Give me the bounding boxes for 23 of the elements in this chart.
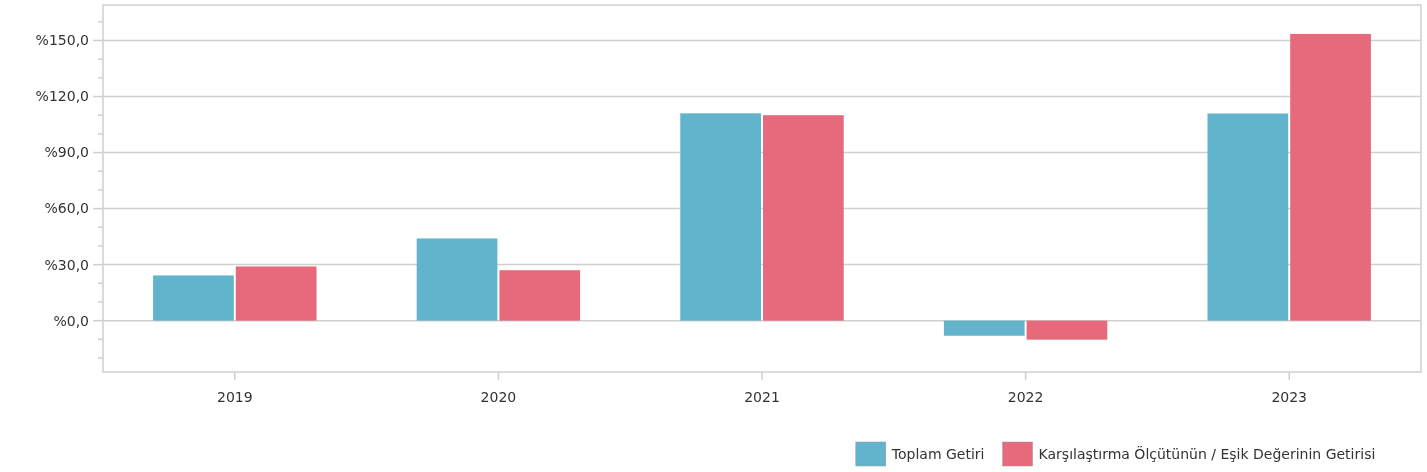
legend-label: Karşılaştırma Ölçütünün / Eşik Değerinin Getirisi [1038,444,1376,462]
bar [153,275,234,321]
bar [680,113,761,321]
legend-label: Toplam Getiri [890,445,985,462]
y-tick-label: %90,0 [44,144,89,161]
y-tick-label: %150,0 [35,32,89,49]
y-tick-label: %60,0 [44,200,89,217]
x-tick-label: 2019 [216,389,253,405]
bar [1290,33,1371,321]
y-tick-label: %30,0 [44,256,89,273]
x-tick-label: 2022 [1007,389,1044,405]
bar [235,266,317,321]
x-tick-label: 2021 [744,389,780,405]
bar [1207,113,1289,321]
x-tick-label: 2023 [1271,389,1308,405]
x-tick-label: 2020 [480,389,517,405]
y-tick-label: %120,0 [35,88,89,105]
bar [499,270,581,321]
y-tick-label: %0,0 [53,312,89,329]
bar [1026,320,1108,340]
bar [943,320,1025,336]
bar [416,238,498,321]
bar [763,115,844,321]
